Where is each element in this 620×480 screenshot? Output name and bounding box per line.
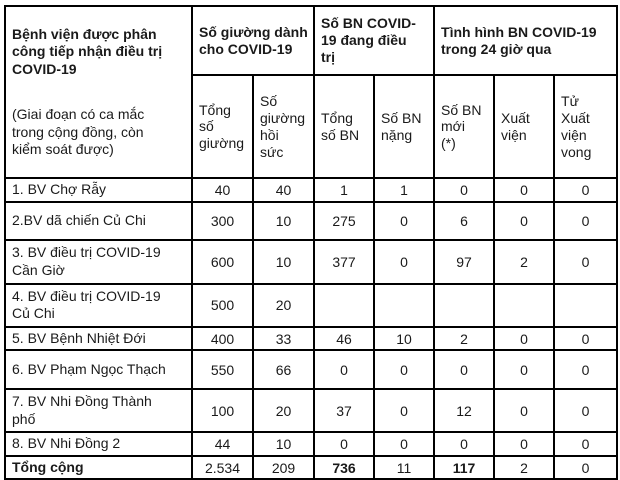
value-cell: 0 (553, 325, 619, 352)
value-cell: 10 (252, 200, 315, 241)
value-cell: 0 (433, 431, 496, 457)
value-cell: 2 (493, 454, 556, 480)
value-cell: 2 (493, 238, 556, 285)
group-header-row: Bệnh viện được phân công tiếp nhận điều … (4, 4, 619, 180)
last-24h-group-header: Tình hình BN COVID-19 trong 24 giờ qua (433, 4, 619, 77)
hospital-name-cell: 2.BV dã chiến Củ Chi (4, 200, 193, 241)
hospital-column-header: Bệnh viện được phân công tiếp nhận điều … (4, 4, 193, 180)
table-row: 1. BV Chợ Rẫy 40 40 1 1 0 0 0 (4, 177, 619, 203)
value-cell: 400 (191, 325, 254, 352)
value-cell: 46 (313, 325, 375, 352)
value-cell: 0 (553, 431, 619, 457)
value-cell: 0 (493, 349, 556, 391)
subheader-discharged: Xuất viện (493, 74, 556, 180)
value-cell: 0 (553, 349, 619, 391)
value-cell: 44 (191, 431, 254, 457)
value-cell: 0 (553, 177, 619, 203)
subheader-new-patients: Số BN mới (*) (433, 74, 496, 180)
value-cell: 0 (372, 238, 436, 285)
value-cell (433, 282, 496, 328)
value-cell: 0 (553, 454, 619, 480)
table-row: 4. BV điều trị COVID-19 Củ Chi 500 20 (4, 282, 619, 328)
value-cell: 0 (493, 200, 556, 241)
value-cell: 10 (372, 325, 436, 352)
value-cell: 500 (191, 282, 254, 328)
value-cell: 10 (252, 238, 315, 285)
patients-group-header: Số BN COVID- 19 đang điều trị (312, 4, 436, 77)
value-cell: 40 (252, 177, 315, 203)
value-cell: 0 (313, 431, 375, 457)
table-row: 5. BV Bệnh Nhiệt Đới 400 33 46 10 2 0 0 (4, 325, 619, 352)
hospital-column-title: Bệnh viện được phân công tiếp nhận điều … (12, 25, 163, 77)
subheader-total-beds: Tổng số giường (191, 74, 254, 180)
value-cell: 377 (313, 238, 375, 285)
table-row: 8. BV Nhi Đồng 2 44 10 0 0 0 0 0 (4, 431, 619, 457)
sub-header-row: Tổng số giường Số giường hồi sức Tổng số… (5, 74, 619, 180)
value-cell: 117 (433, 454, 496, 480)
value-cell (553, 282, 619, 328)
hospital-column-subtitle: (Giai đoạn có ca mắc trong cộng đồng, cò… (12, 106, 145, 158)
value-cell: 0 (313, 349, 375, 391)
value-cell: 0 (433, 177, 496, 203)
total-row: Tổng cộng 2.534 209 736 11 117 2 0 (4, 454, 619, 480)
value-cell: 275 (313, 200, 375, 241)
value-cell: 37 (313, 388, 375, 434)
value-cell: 736 (313, 454, 375, 480)
table-row: 7. BV Nhi Đồng Thành phố 100 20 37 0 12 0 0 (4, 388, 619, 434)
hospital-name-cell: 1. BV Chợ Rẫy (4, 177, 193, 203)
value-cell: 0 (372, 200, 436, 241)
value-cell: 209 (252, 454, 315, 480)
value-cell: 0 (493, 431, 556, 457)
hospital-covid-table: Bệnh viện được phân công tiếp nhận điều … (4, 4, 619, 480)
value-cell (372, 282, 436, 328)
value-cell: 0 (493, 388, 556, 434)
table-row: 6. BV Phạm Ngọc Thạch 550 66 0 0 0 0 0 (4, 349, 619, 391)
value-cell: 0 (493, 177, 556, 203)
hospital-name-cell: 3. BV điều trị COVID-19 Cần Giờ (4, 238, 193, 285)
table-body: 1. BV Chợ Rẫy 40 40 1 1 0 0 0 2.BV dã chiến Củ C… (4, 177, 619, 480)
value-cell: 0 (553, 388, 619, 434)
table-row: 3. BV điều trị COVID-19 Cần Giờ 600 10 377 0… (4, 238, 619, 285)
value-cell: 0 (372, 431, 436, 457)
value-cell: 1 (313, 177, 375, 203)
value-cell: 0 (553, 238, 619, 285)
value-cell: 66 (252, 349, 315, 391)
value-cell (493, 282, 556, 328)
hospital-name-cell: 5. BV Bệnh Nhiệt Đới (4, 325, 193, 352)
total-label-cell: Tổng cộng (4, 454, 193, 480)
value-cell: 2 (433, 325, 496, 352)
subheader-severe-patients: Số BN nặng (372, 74, 436, 180)
value-cell: 0 (372, 349, 436, 391)
value-cell: 600 (191, 238, 254, 285)
value-cell: 33 (252, 325, 315, 352)
value-cell: 6 (433, 200, 496, 241)
table-header: Bệnh viện được phân công tiếp nhận điều … (4, 4, 619, 180)
value-cell: 11 (372, 454, 436, 480)
hospital-name-cell: 4. BV điều trị COVID-19 Củ Chi (4, 282, 193, 328)
value-cell: 1 (372, 177, 436, 203)
value-cell: 20 (252, 388, 315, 434)
value-cell: 20 (252, 282, 315, 328)
hospital-name-cell: 8. BV Nhi Đồng 2 (4, 431, 193, 457)
value-cell: 100 (191, 388, 254, 434)
value-cell: 12 (433, 388, 496, 434)
subheader-icu-beds: Số giường hồi sức (252, 74, 315, 180)
table-row: 2.BV dã chiến Củ Chi 300 10 275 0 6 0 0 (4, 200, 619, 241)
value-cell: 0 (553, 200, 619, 241)
value-cell: 40 (191, 177, 254, 203)
hospital-name-cell: 6. BV Phạm Ngọc Thạch (4, 349, 193, 391)
value-cell: 0 (372, 388, 436, 434)
subheader-total-patients: Tổng số BN (313, 74, 375, 180)
subheader-deaths: Tử Xuất viện vong (553, 74, 619, 180)
value-cell: 97 (433, 238, 496, 285)
value-cell: 550 (191, 349, 254, 391)
value-cell: 0 (433, 349, 496, 391)
value-cell: 300 (191, 200, 254, 241)
value-cell (313, 282, 375, 328)
value-cell: 0 (493, 325, 556, 352)
beds-group-header: Số giường dành cho COVID-19 (191, 4, 315, 77)
hospital-name-cell: 7. BV Nhi Đồng Thành phố (4, 388, 193, 434)
value-cell: 2.534 (191, 454, 254, 480)
value-cell: 10 (252, 431, 315, 457)
